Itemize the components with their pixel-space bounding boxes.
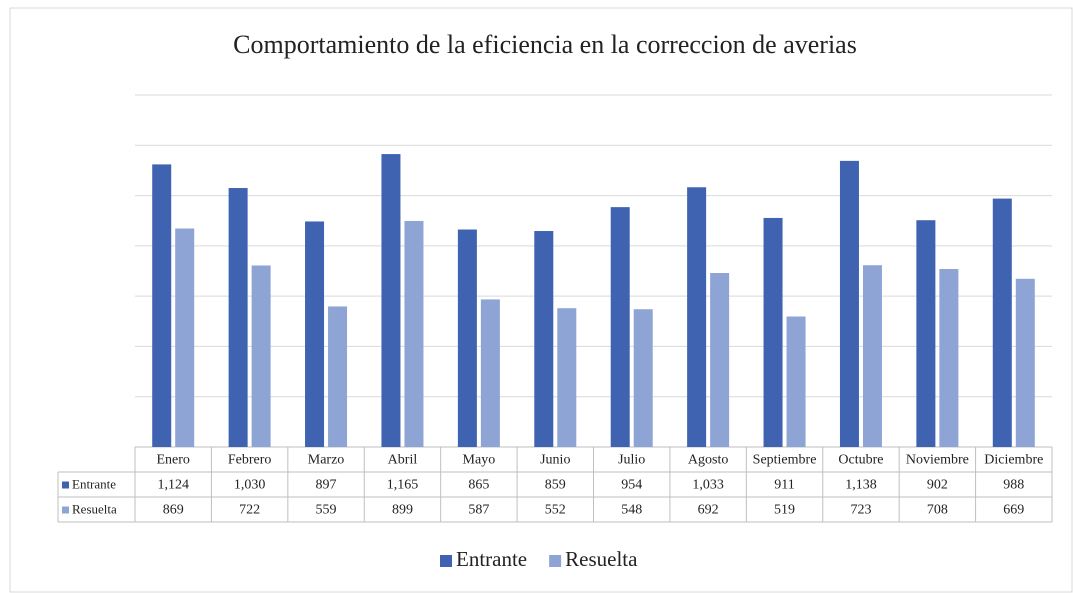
value-label: 692	[698, 503, 719, 518]
x-tick-label: Diciembre	[984, 453, 1043, 468]
value-label: 1,030	[234, 478, 266, 493]
bar	[992, 198, 1012, 447]
value-label: 669	[1003, 503, 1024, 518]
bar	[404, 220, 424, 447]
table-row-label: Entrante	[72, 476, 116, 491]
value-label: 587	[468, 503, 489, 518]
value-label: 723	[850, 503, 871, 518]
value-label: 1,033	[692, 478, 724, 493]
value-label: 1,124	[157, 478, 189, 493]
x-tick-label: Febrero	[228, 453, 272, 468]
x-tick-label: Mayo	[463, 453, 496, 468]
legend-key	[62, 481, 69, 489]
value-label: 859	[545, 478, 566, 493]
table-row-label: Resuelta	[72, 501, 117, 516]
value-label: 869	[163, 503, 184, 518]
bar	[687, 187, 707, 447]
bar	[839, 160, 859, 448]
value-label: 1,165	[387, 478, 419, 493]
x-tick-label: Julio	[618, 453, 645, 468]
legend-label: Resuelta	[565, 547, 638, 571]
bar	[457, 229, 477, 447]
bar	[710, 273, 730, 447]
bar	[534, 231, 554, 447]
bar	[251, 265, 271, 447]
bar	[763, 217, 783, 447]
value-label: 519	[774, 503, 795, 518]
x-tick-label: Noviembre	[906, 453, 969, 468]
legend-key	[62, 506, 69, 514]
value-label: 897	[316, 478, 337, 493]
x-tick-label: Junio	[540, 453, 570, 468]
bar	[610, 207, 630, 447]
bar	[228, 188, 248, 447]
bar	[305, 221, 325, 447]
x-tick-label: Enero	[156, 453, 189, 468]
legend-label: Entrante	[456, 547, 527, 571]
bar	[1015, 278, 1035, 447]
value-label: 899	[392, 503, 413, 518]
value-label: 988	[1003, 478, 1024, 493]
value-label: 548	[621, 503, 642, 518]
x-tick-label: Octubre	[838, 453, 883, 468]
bar	[633, 309, 653, 447]
value-label: 902	[927, 478, 948, 493]
x-tick-label: Abril	[388, 453, 418, 468]
x-tick-label: Agosto	[688, 453, 728, 468]
bar	[916, 220, 936, 447]
bar	[480, 299, 500, 447]
value-label: 559	[316, 503, 337, 518]
chart-title: Comportamiento de la eficiencia en la co…	[233, 30, 857, 59]
value-label: 708	[927, 503, 948, 518]
legend-key	[440, 555, 452, 567]
value-label: 911	[774, 478, 794, 493]
value-label: 954	[621, 478, 642, 493]
bar	[862, 265, 882, 447]
bar	[786, 316, 806, 447]
legend-key	[549, 555, 562, 567]
value-label: 865	[468, 478, 489, 493]
bar	[152, 164, 172, 447]
bar	[939, 268, 959, 447]
value-label: 722	[239, 503, 260, 518]
x-tick-label: Septiembre	[753, 453, 817, 468]
bar	[328, 306, 348, 447]
bar	[381, 154, 401, 448]
value-label: 552	[545, 503, 566, 518]
value-label: 1,138	[845, 478, 877, 493]
x-tick-label: Marzo	[308, 453, 345, 468]
bar	[557, 308, 577, 447]
bar	[175, 228, 195, 447]
